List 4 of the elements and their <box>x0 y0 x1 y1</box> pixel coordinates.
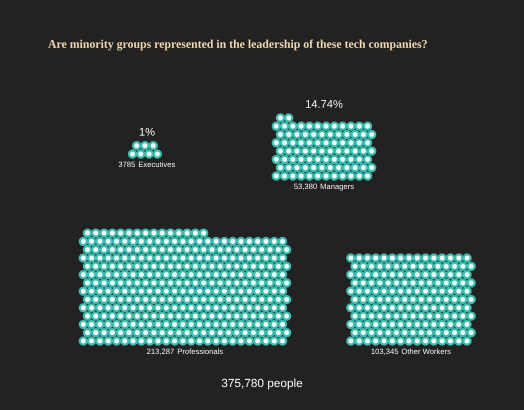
text: 14.74% <box>306 100 342 108</box>
text: 1% <box>140 128 155 136</box>
text: Are minority groups represented in the leadership of these tech companies? <box>48 40 427 50</box>
text: 375,780 people <box>222 378 302 390</box>
